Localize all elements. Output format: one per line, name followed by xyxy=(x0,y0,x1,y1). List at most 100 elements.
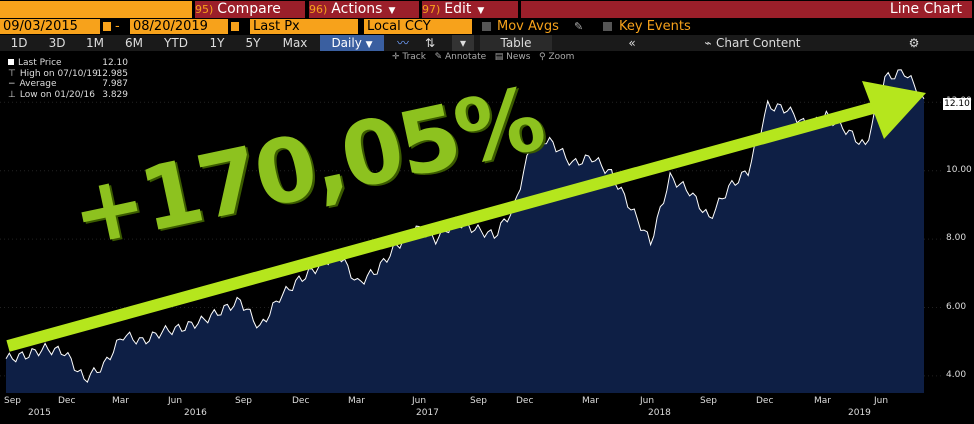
actions-label: Actions xyxy=(331,1,383,17)
edit-button[interactable]: 97) Edit ▼ xyxy=(422,1,518,18)
edit-number: 97) xyxy=(422,3,441,16)
range-bar: 1D 3D 1M 6M YTD 1Y 5Y Max Daily ▼ 〰 ⇅ ▾ … xyxy=(0,35,974,51)
actions-dropdown-icon: ▼ xyxy=(388,6,396,16)
trend-arrow xyxy=(6,81,926,352)
x-tick-label: Mar xyxy=(112,396,129,406)
chart-type-button[interactable]: Line Chart xyxy=(521,1,972,18)
start-date-field[interactable]: 09/03/2015 xyxy=(0,19,100,34)
price-area xyxy=(6,69,924,394)
frequency-dropdown-icon: ▼ xyxy=(365,40,373,50)
x-tick-label: Sep xyxy=(4,396,21,406)
frequency-label: Daily xyxy=(331,36,362,50)
compare-button[interactable]: 95) Compare xyxy=(195,1,305,18)
legend-label: Average xyxy=(19,79,57,89)
price-chart-svg xyxy=(0,69,944,394)
last-price-label: 12.10 xyxy=(943,98,971,110)
range-1m[interactable]: 1M xyxy=(86,36,104,50)
x-tick-label: Dec xyxy=(292,396,310,406)
line-chart-icon[interactable]: 〰 xyxy=(396,36,409,50)
x-tick-label: Sep xyxy=(235,396,252,406)
date-separator: - xyxy=(115,19,120,34)
x-year-label: 2016 xyxy=(184,408,207,418)
legend: Last Price 12.10 ⊤ High on 07/10/19 12.985 … xyxy=(8,58,128,100)
legend-label: High on 07/10/19 xyxy=(19,68,98,79)
x-year-label: 2018 xyxy=(648,408,671,418)
legend-value: 7.987 xyxy=(102,79,128,89)
x-tick-label: Jun xyxy=(412,396,427,406)
range-ytd[interactable]: YTD xyxy=(164,36,188,50)
x-tick-label: Mar xyxy=(348,396,365,406)
x-tick-label: Dec xyxy=(756,396,774,406)
legend-value: 12.10 xyxy=(102,58,128,68)
range-1d[interactable]: 1D xyxy=(10,36,28,50)
last-price-swatch xyxy=(8,59,14,65)
pencil-icon[interactable]: ✎ xyxy=(574,20,584,33)
frequency-select[interactable]: Daily ▼ xyxy=(320,35,384,51)
chart-content-icon: ⌁ xyxy=(704,36,712,50)
mov-avgs-label: Mov Avgs xyxy=(497,19,559,34)
legend-value: 3.829 xyxy=(102,89,128,100)
x-year-label: 2017 xyxy=(416,408,439,418)
arrow-head xyxy=(862,81,926,139)
y-tick-label: 4.00 xyxy=(946,369,967,380)
end-date-field[interactable]: 08/20/2019 xyxy=(130,19,228,34)
x-year-label: 2015 xyxy=(28,408,51,418)
zoom-tool[interactable]: ⚲ Zoom xyxy=(539,52,575,62)
news-tool[interactable]: ▤ News xyxy=(494,52,531,62)
compare-number: 95) xyxy=(195,3,214,16)
mov-avgs-checkbox[interactable] xyxy=(482,22,491,31)
bar-style-icon[interactable]: ⇅ xyxy=(424,36,436,50)
gear-icon[interactable]: ⚙ xyxy=(908,36,920,50)
end-calendar-icon[interactable] xyxy=(230,21,240,32)
currency-select[interactable]: Local CCY xyxy=(364,19,472,34)
plot-tools: ✛ Track ✎ Annotate ▤ News ⚲ Zoom xyxy=(392,52,574,62)
x-tick-label: Dec xyxy=(58,396,76,406)
range-3d[interactable]: 3D xyxy=(48,36,66,50)
y-tick-label: 10.00 xyxy=(946,164,972,175)
chart-type-label: Line Chart xyxy=(889,1,962,17)
legend-row-high: ⊤ High on 07/10/19 12.985 xyxy=(8,69,128,80)
range-1y[interactable]: 1Y xyxy=(209,36,225,50)
top-menu-bar: 95) Compare 96) Actions ▼ 97) Edit ▼ Line Cha… xyxy=(0,0,974,19)
x-tick-label: Mar xyxy=(814,396,831,406)
style-dropdown-icon[interactable]: ▾ xyxy=(452,35,474,51)
high-marker-icon: ⊤ xyxy=(8,68,16,79)
x-tick-label: Sep xyxy=(700,396,717,406)
edit-dropdown-icon: ▼ xyxy=(477,6,485,16)
plot-area xyxy=(0,51,944,394)
price-field-select[interactable]: Last Px xyxy=(250,19,358,34)
actions-number: 96) xyxy=(309,3,328,16)
x-tick-label: Jun xyxy=(640,396,655,406)
legend-label: Last Price xyxy=(18,58,62,68)
x-tick-label: Mar xyxy=(582,396,599,406)
y-tick-label: 6.00 xyxy=(946,301,967,312)
table-button[interactable]: Table xyxy=(480,35,552,51)
x-tick-label: Jun xyxy=(168,396,183,406)
legend-row-last: Last Price 12.10 xyxy=(8,58,128,69)
security-field[interactable] xyxy=(0,1,192,18)
y-tick-label: 8.00 xyxy=(946,233,967,244)
chart-content-button[interactable]: Chart Content xyxy=(716,36,801,50)
range-5y[interactable]: 5Y xyxy=(245,36,261,50)
actions-button[interactable]: 96) Actions ▼ xyxy=(309,1,419,18)
x-year-label: 2019 xyxy=(848,408,871,418)
average-marker-icon: − xyxy=(8,79,16,89)
range-6m[interactable]: 6M xyxy=(125,36,143,50)
annotate-tool[interactable]: ✎ Annotate xyxy=(434,52,487,62)
start-calendar-icon[interactable] xyxy=(102,21,112,32)
range-max[interactable]: Max xyxy=(282,36,308,50)
legend-label: Low on 01/20/16 xyxy=(19,89,95,100)
x-tick-label: Jun xyxy=(874,396,889,406)
collapse-icon[interactable]: « xyxy=(628,36,636,50)
legend-row-average: − Average 7.987 xyxy=(8,79,128,90)
legend-row-low: ⊥ Low on 01/20/16 3.829 xyxy=(8,90,128,101)
legend-value: 12.985 xyxy=(96,68,129,79)
date-field-bar: 09/03/2015 - 08/20/2019 Last Px Local CC… xyxy=(0,19,974,35)
x-tick-label: Sep xyxy=(470,396,487,406)
compare-label: Compare xyxy=(217,1,281,17)
key-events-checkbox[interactable] xyxy=(603,22,612,31)
low-marker-icon: ⊥ xyxy=(8,89,16,100)
x-tick-label: Dec xyxy=(516,396,534,406)
x-axis xyxy=(0,393,974,424)
track-tool[interactable]: ✛ Track xyxy=(392,52,426,62)
